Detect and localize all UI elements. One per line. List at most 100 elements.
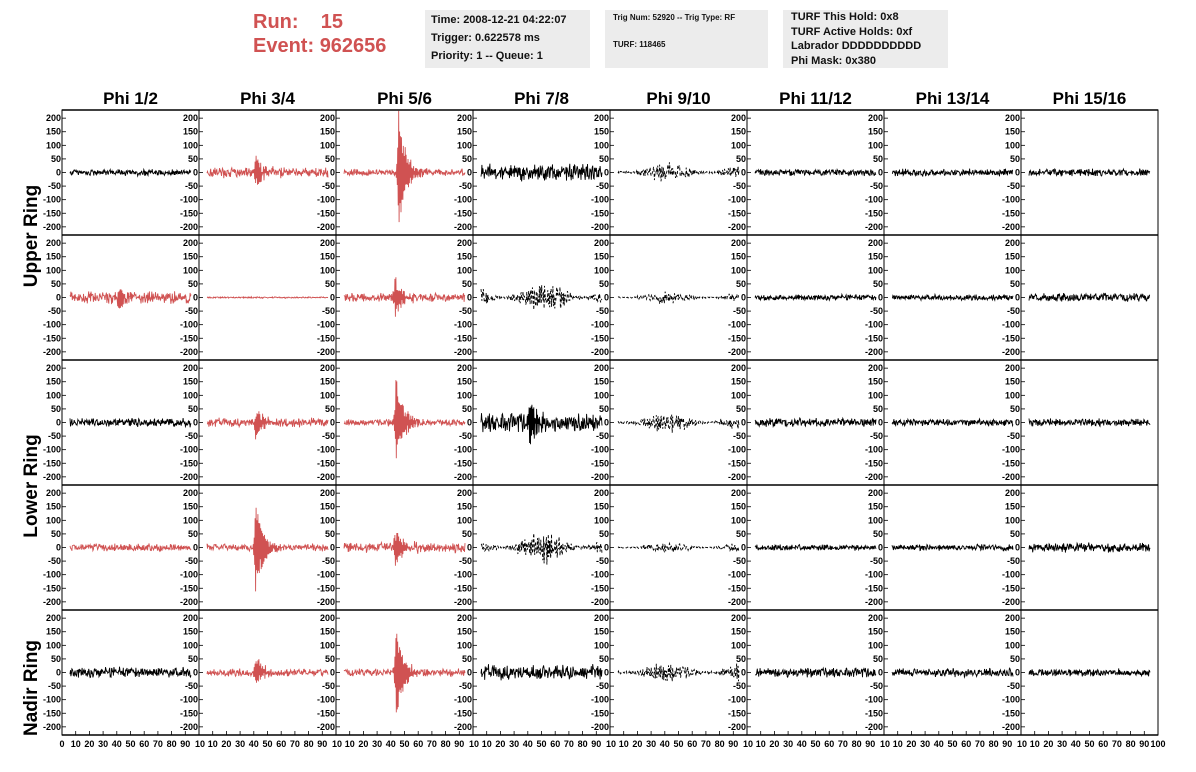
y-tick-label: 0 [1015,418,1020,428]
y-tick-label: 0 [741,543,746,553]
y-tick-label: 150 [1005,502,1020,512]
x-tick-label: 90 [454,739,464,749]
y-tick-label: -100 [180,320,198,330]
y-tick-label: 100 [457,515,472,525]
x-tick-label: 90 [317,739,327,749]
x-tick-label: 70 [564,739,574,749]
y-tick-label: 150 [731,377,746,387]
y-tick-label: 0 [741,668,746,678]
x-tick-label: 40 [797,739,807,749]
y-tick-label: 0 [193,543,198,553]
y-tick-label: 200 [594,238,609,248]
y-tick-label: 150 [183,377,198,387]
y-tick-label: -100 [728,695,746,705]
y-tick-label: 0 [467,668,472,678]
x-tick-label: 10 [345,739,355,749]
y-tick-label: 200 [868,363,883,373]
y-tick-label: 200 [1005,113,1020,123]
y-tick-label: 150 [320,252,335,262]
y-tick-label: 100 [594,515,609,525]
y-tick-label: -50 [459,681,472,691]
x-tick-label: 90 [728,739,738,749]
x-tick-label: 40 [1071,739,1081,749]
y-tick-label: -100 [1002,445,1020,455]
y-tick-label: 200 [320,613,335,623]
y-tick-label: 0 [741,168,746,178]
y-tick-label: 200 [594,613,609,623]
x-tick-label: 80 [578,739,588,749]
x-tick-label: 30 [98,739,108,749]
y-tick-label: 50 [325,404,335,414]
y-tick-label: 50 [1010,279,1020,289]
y-tick-label: -150 [728,458,746,468]
waveform-r5-c1 [69,666,192,679]
y-tick-label: 150 [594,502,609,512]
x-tick-label: 40 [112,739,122,749]
x-tick-label: 30 [920,739,930,749]
y-tick-label: 150 [320,377,335,387]
y-tick-label: 50 [188,529,198,539]
x-tick-label: 80 [989,739,999,749]
y-tick-label: -150 [43,333,61,343]
waveform-r2-c3 [343,277,466,317]
waveform-r5-c3 [343,633,466,713]
y-tick-label: 0 [1015,543,1020,553]
y-tick-label: 200 [731,113,746,123]
y-tick-label: 100 [46,265,61,275]
y-tick-label: -50 [48,181,61,191]
x-tick-label: 50 [399,739,409,749]
x-tick-label: 50 [262,739,272,749]
y-tick-label: -200 [728,222,746,232]
y-tick-label: 150 [1005,377,1020,387]
x-tick-label: 90 [865,739,875,749]
x-tick-label: 50 [536,739,546,749]
y-tick-label: -150 [591,583,609,593]
x-tick-label: 60 [550,739,560,749]
y-tick-label: -100 [454,320,472,330]
y-tick-label: -200 [865,347,883,357]
x-tick-label: 50 [1084,739,1094,749]
y-tick-label: 50 [736,154,746,164]
y-tick-label: -100 [865,320,883,330]
waveform-r1-c3 [343,110,466,223]
waveform-r3-c7 [891,417,1014,428]
y-tick-label: 50 [873,279,883,289]
x-tick-label: 60 [139,739,149,749]
y-tick-label: 0 [193,293,198,303]
y-tick-label: -100 [43,195,61,205]
waveform-r1-c2 [206,155,329,185]
y-tick-label: 150 [868,502,883,512]
y-tick-label: 200 [594,488,609,498]
y-tick-label: 100 [594,640,609,650]
y-tick-label: -100 [454,195,472,205]
y-tick-label: -50 [322,556,335,566]
y-tick-label: 0 [330,293,335,303]
y-tick-label: 100 [457,265,472,275]
y-tick-label: -200 [43,597,61,607]
x-tick-label: 70 [975,739,985,749]
x-tick-label: 30 [509,739,519,749]
y-tick-label: 150 [183,127,198,137]
x-tick-label: 60 [824,739,834,749]
y-tick-label: 0 [1015,168,1020,178]
y-tick-label: 50 [1010,404,1020,414]
y-tick-label: 150 [46,252,61,262]
y-tick-label: 0 [56,668,61,678]
event-label: Event: [253,35,315,57]
y-tick-label: -100 [728,445,746,455]
y-tick-label: -50 [185,306,198,316]
y-tick-label: 200 [183,238,198,248]
y-tick-label: -50 [870,306,883,316]
column-title-7: Phi 13/14 [916,89,990,108]
x-tick-label: 60 [413,739,423,749]
y-tick-label: -100 [317,320,335,330]
x-tick-label: 40 [249,739,259,749]
y-tick-label: 150 [868,377,883,387]
y-tick-label: 100 [320,515,335,525]
y-tick-label: -100 [43,445,61,455]
y-tick-label: -150 [317,708,335,718]
y-tick-label: 100 [731,140,746,150]
priority-text: Priority: 1 -- Queue: 1 [431,50,543,62]
y-tick-label: -100 [728,195,746,205]
y-tick-label: 200 [868,488,883,498]
